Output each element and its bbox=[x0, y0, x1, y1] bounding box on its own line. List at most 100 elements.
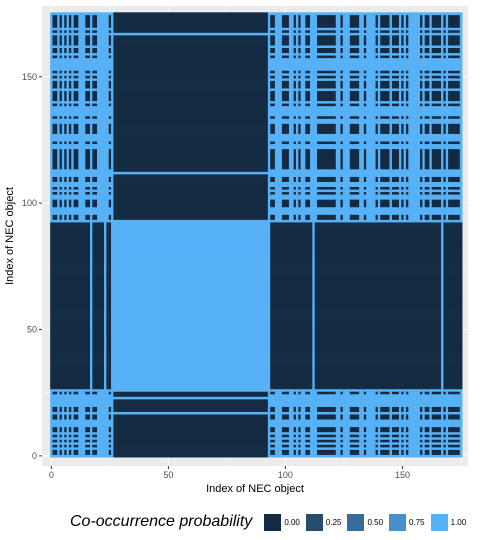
heatmap-tile bbox=[104, 376, 107, 380]
heatmap-tile bbox=[111, 330, 271, 334]
heatmap-tile bbox=[68, 55, 72, 59]
heatmap-tile bbox=[92, 323, 105, 327]
heatmap-tile bbox=[335, 444, 341, 448]
heatmap-tile bbox=[403, 42, 407, 46]
heatmap-tile bbox=[441, 328, 444, 332]
heatmap-tile bbox=[73, 186, 79, 190]
heatmap-tile bbox=[71, 126, 74, 129]
heatmap-tile bbox=[443, 348, 463, 352]
heatmap-tile bbox=[97, 409, 110, 412]
heatmap-tile bbox=[377, 115, 381, 119]
heatmap-tile bbox=[92, 75, 98, 79]
heatmap-tile bbox=[113, 50, 269, 54]
heatmap-tile bbox=[270, 265, 313, 268]
heatmap-tile bbox=[92, 434, 98, 438]
heatmap-tile bbox=[424, 416, 430, 420]
heatmap-tile bbox=[61, 98, 65, 102]
heatmap-tile bbox=[443, 378, 463, 382]
heatmap-tile bbox=[71, 80, 74, 84]
heatmap-tile bbox=[267, 176, 271, 180]
heatmap-tile bbox=[267, 434, 271, 438]
heatmap-tile bbox=[420, 42, 423, 46]
heatmap-tile bbox=[422, 19, 425, 23]
heatmap-tile bbox=[50, 201, 53, 205]
heatmap-tile bbox=[73, 24, 79, 28]
heatmap-tile bbox=[78, 414, 86, 418]
heatmap-tile bbox=[310, 98, 318, 102]
heatmap-tile bbox=[405, 93, 409, 97]
heatmap-tile bbox=[366, 90, 376, 94]
heatmap-tile bbox=[363, 409, 367, 412]
heatmap-tile bbox=[111, 42, 114, 46]
heatmap-tile bbox=[52, 141, 58, 145]
heatmap-tile bbox=[349, 103, 360, 107]
heatmap-tile bbox=[401, 179, 404, 182]
heatmap-tile bbox=[312, 310, 315, 314]
heatmap-tile bbox=[422, 204, 425, 208]
heatmap-tile bbox=[420, 75, 423, 79]
heatmap-tile bbox=[52, 17, 58, 21]
heatmap-tile bbox=[448, 156, 461, 160]
heatmap-tile bbox=[380, 176, 390, 180]
heatmap-tile bbox=[50, 55, 53, 59]
heatmap-tile bbox=[267, 181, 463, 185]
heatmap-tile bbox=[281, 391, 290, 395]
heatmap-tile bbox=[340, 19, 344, 23]
heatmap-tile bbox=[92, 345, 105, 349]
heatmap-tile bbox=[267, 454, 463, 458]
heatmap-tile bbox=[298, 95, 301, 99]
heatmap-tile bbox=[441, 323, 444, 327]
heatmap-tile bbox=[274, 115, 283, 119]
heatmap-tile bbox=[403, 161, 407, 165]
heatmap-tile bbox=[50, 78, 114, 81]
heatmap-tile bbox=[312, 363, 315, 367]
heatmap-tile bbox=[113, 123, 269, 127]
heatmap-tile bbox=[377, 426, 381, 430]
heatmap-tile bbox=[295, 80, 299, 84]
heatmap-tile bbox=[300, 98, 306, 102]
heatmap-tile bbox=[68, 199, 72, 203]
heatmap-tile bbox=[405, 176, 409, 180]
heatmap-tile bbox=[342, 444, 351, 448]
heatmap-tile bbox=[375, 123, 379, 127]
heatmap-tile bbox=[389, 70, 393, 74]
heatmap-tile bbox=[300, 14, 306, 18]
heatmap-tile bbox=[113, 434, 269, 438]
heatmap-tile bbox=[441, 227, 444, 230]
heatmap-tile bbox=[441, 153, 444, 157]
heatmap-tile bbox=[380, 90, 390, 94]
heatmap-tile bbox=[274, 444, 283, 448]
heatmap-tile bbox=[398, 103, 402, 107]
heatmap-tile bbox=[78, 166, 86, 170]
heatmap-tile bbox=[111, 254, 271, 258]
heatmap-tile bbox=[448, 40, 461, 43]
heatmap-tile bbox=[89, 98, 93, 102]
heatmap-tile bbox=[445, 449, 449, 453]
heatmap-tile bbox=[431, 199, 442, 203]
heatmap-tile bbox=[420, 217, 423, 220]
heatmap-tile bbox=[459, 414, 463, 418]
heatmap-tile bbox=[335, 131, 341, 134]
heatmap-tile bbox=[50, 181, 114, 185]
heatmap-tile bbox=[445, 14, 449, 18]
heatmap-tile bbox=[50, 224, 91, 228]
heatmap-tile bbox=[335, 55, 341, 59]
heatmap-tile bbox=[52, 191, 58, 195]
heatmap-tile bbox=[310, 439, 318, 443]
heatmap-tile bbox=[420, 83, 423, 86]
heatmap-tile bbox=[50, 297, 91, 301]
heatmap-tile bbox=[113, 146, 269, 150]
heatmap-tile bbox=[295, 22, 299, 26]
heatmap-tile bbox=[445, 128, 449, 132]
heatmap-tile bbox=[342, 90, 351, 94]
heatmap-tile bbox=[97, 17, 110, 21]
heatmap-tile bbox=[270, 348, 313, 352]
heatmap-tile bbox=[363, 156, 367, 160]
heatmap-tile bbox=[111, 257, 271, 261]
heatmap-tile bbox=[312, 224, 315, 228]
heatmap-tile bbox=[50, 254, 91, 258]
heatmap-tile bbox=[50, 105, 114, 109]
heatmap-tile bbox=[366, 439, 376, 443]
heatmap-tile bbox=[420, 35, 423, 38]
heatmap-tile bbox=[92, 35, 98, 38]
